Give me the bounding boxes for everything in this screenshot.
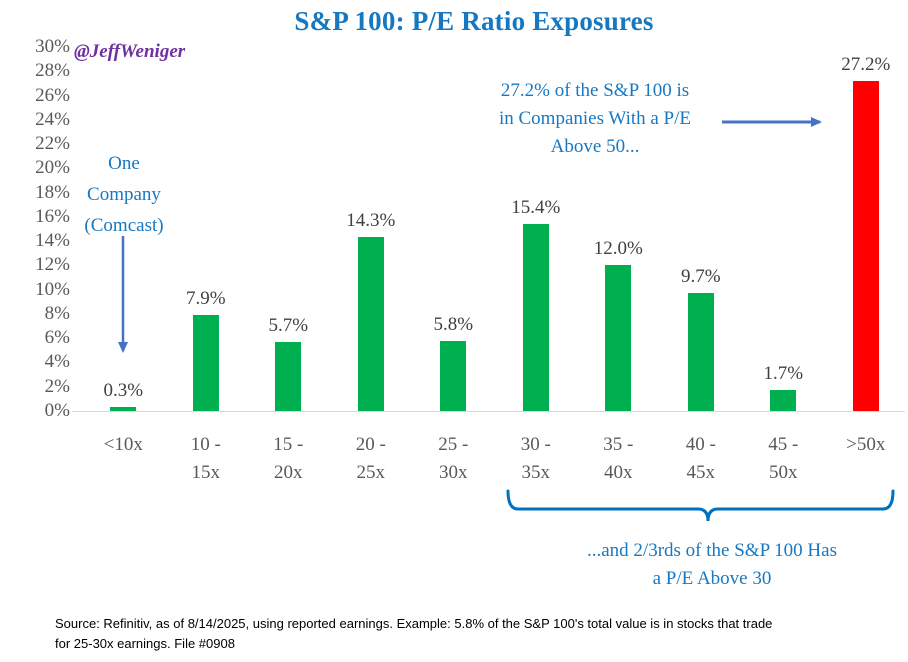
y-tick-label: 10% (35, 278, 70, 300)
y-tick-label: 18% (35, 181, 70, 203)
bar (110, 407, 137, 411)
y-tick-label: 12% (35, 254, 70, 276)
x-axis-label: 25 - 30x (438, 434, 469, 483)
bar (687, 293, 714, 411)
x-axis-label: 35 - 40x (603, 434, 634, 483)
annotation-brace-note: ...and 2/3rds of the S&P 100 Has a P/E A… (587, 540, 837, 589)
bar (275, 342, 302, 411)
x-axis-label: <10x (103, 434, 143, 455)
y-tick-label: 16% (35, 205, 70, 227)
y-tick-label: 0% (44, 400, 70, 421)
y-axis: 30% 28% 26% 24% 22% 20% 18% 16% 14% 12% 10% 8% 6% 4% 2… (6, 0, 70, 440)
y-tick-label: 30% (35, 36, 70, 57)
bar (852, 81, 879, 411)
bar (770, 390, 797, 411)
y-tick-label: 22% (35, 133, 70, 155)
source-note: Source: Refinitiv, as of 8/14/2025, usin… (55, 616, 773, 651)
watermark: @JeffWeniger (74, 41, 186, 62)
bar-value-label: 14.3% (346, 210, 396, 231)
y-tick-label: 28% (35, 60, 70, 82)
y-tick-label: 8% (44, 302, 70, 324)
bar-value-label: 5.8% (433, 314, 474, 335)
bar (192, 315, 219, 411)
bar-value-label: 9.7% (680, 266, 721, 287)
y-tick-label: 20% (35, 157, 70, 179)
x-axis-label: 45 - 50x (768, 434, 799, 483)
annotation-one-company: One Company (Comcast) (84, 153, 164, 236)
bar (605, 265, 632, 411)
bar-value-label: 5.7% (268, 315, 309, 336)
bar-value-label: 27.2% (841, 54, 891, 75)
bar (440, 341, 467, 411)
x-axis-label: 10 - 15x (190, 434, 221, 483)
chart-title: S&P 100: P/E Ratio Exposures (294, 6, 654, 36)
y-tick-label: 6% (44, 327, 70, 349)
brace-bracket-icon (506, 489, 895, 522)
y-tick-label: 24% (35, 108, 70, 130)
annotation-above-50: 27.2% of the S&P 100 is in Companies Wit… (498, 80, 692, 157)
y-tick-label: 14% (35, 230, 70, 252)
bar (522, 224, 549, 411)
x-axis-line (72, 411, 905, 412)
x-axis-label: 15 - 20x (273, 434, 304, 483)
bar-value-label: 7.9% (185, 288, 226, 309)
bar-value-label: 1.7% (763, 363, 804, 384)
y-tick-label: 2% (44, 375, 70, 397)
y-tick-label: 4% (44, 351, 70, 373)
bar-value-label: 15.4% (511, 197, 561, 218)
x-axis-label: >50x (846, 434, 886, 455)
y-tick-label: 26% (35, 84, 70, 106)
x-axis-label: 40 - 45x (685, 434, 716, 483)
bar-value-label: 12.0% (593, 238, 643, 259)
x-axis-label: 30 - 35x (520, 434, 551, 483)
bar-value-label: 0.3% (103, 380, 144, 401)
x-axis-label: 20 - 25x (355, 434, 386, 483)
bar (357, 237, 384, 411)
